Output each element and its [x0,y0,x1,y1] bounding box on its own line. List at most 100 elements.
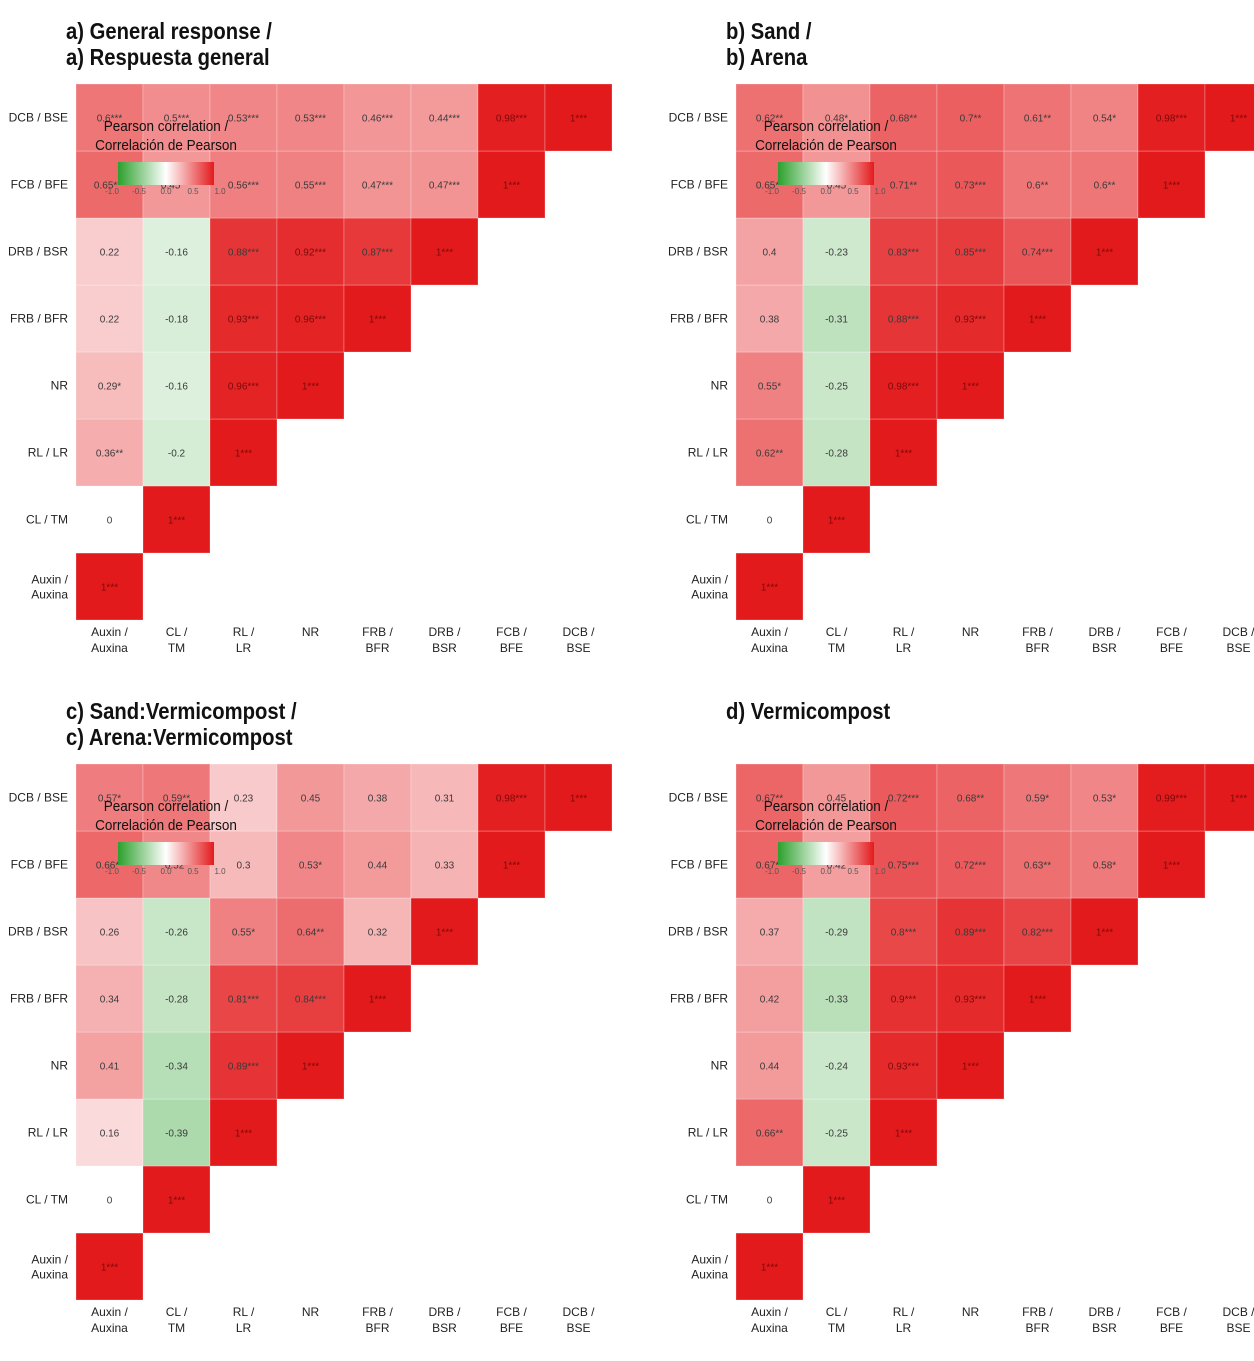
heatmap-cell [343,83,412,152]
heatmap-cell [544,83,613,152]
y-tick-label: DCB / BSE [669,791,728,805]
legend-tick: -0.5 [792,187,806,196]
panel-a: a) General response / a) Respuesta gener… [0,0,627,680]
cell-value-label: 1*** [895,1129,912,1140]
x-tick-label-line2: Auxina [751,1321,788,1335]
x-tick-label: DCB / [562,1305,595,1319]
cell-value-label: 0.68** [890,114,917,125]
panel-title-line2: b) Arena [726,44,808,70]
cell-value-label: 0.67** [756,861,783,872]
cell-value-label: 0.55* [232,928,255,939]
x-tick-label: NR [302,625,320,639]
cell-value-label: 0.84*** [295,995,326,1006]
heatmap-cell [735,1031,804,1100]
cell-value-label: 0.55*** [295,181,326,192]
cell-value-label: 0.45*** [161,181,192,192]
heatmap-cell [75,964,144,1033]
heatmap-cell [802,1165,871,1234]
cell-value-label: -0.34 [165,1062,188,1073]
heatmap-c: 1*** 0 1*** 0.16 -0.39 1*** 0.41 -0.34 0.89*** 1*… [8,763,613,1335]
legend-ticks: -1.0 -0.5 0.0 0.5 1.0 [105,867,226,879]
x-tick-label: RL / [233,625,255,639]
x-tick-label-line2: BSE [1226,641,1250,655]
cell-value-label: 0.33 [435,861,455,872]
cell-value-label: 0.98*** [1156,114,1187,125]
x-tick-label: NR [962,625,980,639]
cell-value-label: 0.26 [100,928,120,939]
heatmap-cell [142,418,211,487]
x-tick-label-line2: BFR [366,641,390,655]
x-tick-label-line2: LR [236,641,252,655]
heatmap-cell [276,1031,345,1100]
heatmap-cell [735,763,804,832]
x-tick-label: DRB / [1088,1305,1121,1319]
legend-ticks: -1.0 -0.5 0.0 0.5 1.0 [765,187,886,199]
legend-tick: 0.0 [160,187,172,196]
heatmap-cell [410,217,479,286]
heatmap-cell [343,830,412,899]
cell-value-label: 0.65*** [94,181,125,192]
y-tick-label-line2: Auxina [691,1268,728,1282]
y-tick-label: FCB / BFE [11,178,68,192]
cell-value-label: 0.53* [1093,794,1116,805]
x-tick-label: FCB / [496,1305,527,1319]
cell-value-label: 1*** [101,583,118,594]
cell-value-label: 0.73*** [955,181,986,192]
heatmap-cell [936,351,1005,420]
x-tick-label-line2: LR [896,641,912,655]
legend-tick: 0.0 [820,867,832,876]
cell-value-label: 1*** [570,114,587,125]
cell-value-label: 0.59** [163,794,190,805]
heatmap-cell [802,763,871,832]
x-tick-label-line2: BFR [1026,641,1050,655]
cell-value-label: 0.68** [957,794,984,805]
heatmap-cell [142,1031,211,1100]
legend-color-bar [118,842,214,865]
cell-value-label: 0 [767,516,773,527]
cell-value-label: 0.98*** [496,794,527,805]
y-tick-label: FRB / BFR [10,312,68,326]
cell-value-label: 0.32 [368,928,388,939]
x-tick-label-line2: BFE [500,641,523,655]
heatmap-cell [276,351,345,420]
cell-value-label: 0.31 [435,794,455,805]
heatmap-cell [802,284,871,353]
legend-tick: 0.5 [187,867,199,876]
x-tick-label: Auxin / [751,1305,788,1319]
cell-value-label: 0.8*** [891,928,917,939]
cell-value-label: 0.82*** [1022,928,1053,939]
cell-value-label: 0.4 [763,248,777,259]
heatmap-cell [343,897,412,966]
cell-value-label: 0.22 [100,315,120,326]
legend-title-line2: Correlación de Pearson [95,137,237,154]
legend-color-bar [118,162,214,185]
cell-value-label: 0.44*** [429,114,460,125]
cell-value-label: 0.96*** [295,315,326,326]
legend-title: Pearson correlation / Correlación de Pea… [85,797,247,835]
legend-color-bar [778,842,874,865]
cell-value-label: 0.42 [827,861,847,872]
x-tick-label-line2: BFR [366,1321,390,1335]
cell-value-label: 0.53*** [228,114,259,125]
y-tick-label: DRB / BSR [8,925,68,939]
heatmap-cell [735,1232,804,1301]
y-tick-label: DRB / BSR [668,925,728,939]
cell-value-label: 0.74*** [1022,248,1053,259]
cell-value-label: 0.45 [827,181,847,192]
cell-value-label: 0.36** [96,449,123,460]
heatmap-cell [936,763,1005,832]
cell-value-label: 0.37 [760,928,780,939]
x-tick-label: FRB / [362,625,393,639]
cell-value-label: 0.55* [758,382,781,393]
heatmap-cell [142,485,211,554]
cell-value-label: 0.34 [100,995,120,1006]
cell-value-label: -0.26 [165,928,188,939]
y-tick-label-line2: Auxina [31,1268,68,1282]
y-tick-label: DRB / BSR [668,245,728,259]
cell-value-label: 0 [767,1196,773,1207]
x-tick-label: FRB / [1022,1305,1053,1319]
cell-value-label: 1*** [1029,315,1046,326]
cell-value-label: 0 [107,1196,113,1207]
heatmap-cell [276,150,345,219]
heatmap-cell [410,83,479,152]
